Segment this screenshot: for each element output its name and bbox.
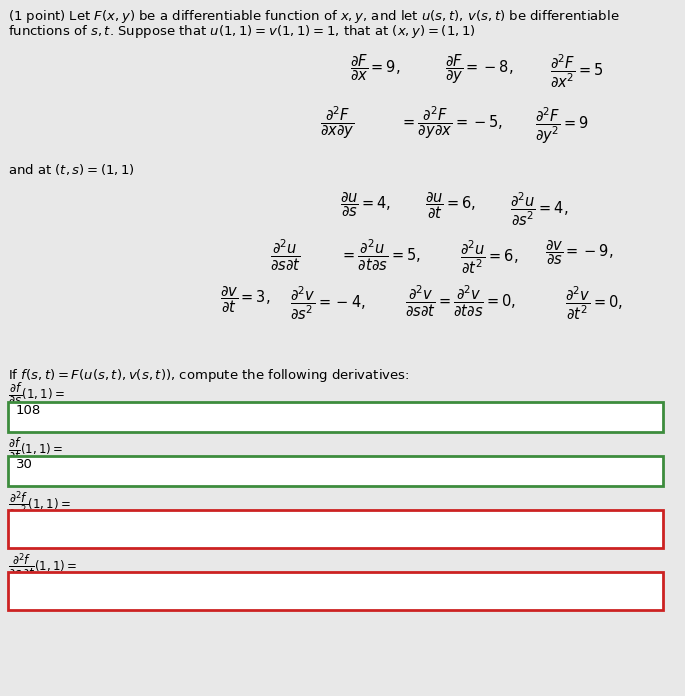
FancyBboxPatch shape — [8, 510, 663, 548]
Text: and at $(t, s) = (1, 1)$: and at $(t, s) = (1, 1)$ — [8, 162, 135, 177]
Text: $= \dfrac{\partial^2 u}{\partial t\partial s} = 5,$: $= \dfrac{\partial^2 u}{\partial t\parti… — [340, 238, 421, 274]
Text: $\dfrac{\partial^2 F}{\partial y^2} = 9$: $\dfrac{\partial^2 F}{\partial y^2} = 9$ — [535, 105, 589, 146]
Text: $\dfrac{\partial f}{\partial t}(1,1) =$: $\dfrac{\partial f}{\partial t}(1,1) =$ — [8, 436, 63, 463]
Text: $\dfrac{\partial^2 u}{\partial s\partial t}$: $\dfrac{\partial^2 u}{\partial s\partial… — [270, 238, 301, 274]
Text: $\dfrac{\partial^2 f}{\partial s\,\partial t}(1,1) =$: $\dfrac{\partial^2 f}{\partial s\,\parti… — [8, 552, 77, 581]
Text: $\dfrac{\partial^2 F}{\partial x^2} = 5$: $\dfrac{\partial^2 F}{\partial x^2} = 5$ — [550, 52, 603, 90]
Text: functions of $s, t$. Suppose that $u(1, 1) = v(1, 1) = 1$, that at $(x, y) = (1,: functions of $s, t$. Suppose that $u(1, … — [8, 23, 476, 40]
Text: $\dfrac{\partial^2 v}{\partial t^2} = 0,$: $\dfrac{\partial^2 v}{\partial t^2} = 0,… — [565, 284, 623, 322]
Text: $\dfrac{\partial u}{\partial t} = 6,$: $\dfrac{\partial u}{\partial t} = 6,$ — [425, 190, 476, 221]
Text: $\dfrac{\partial^2 u}{\partial s^2} = 4,$: $\dfrac{\partial^2 u}{\partial s^2} = 4,… — [510, 190, 569, 228]
FancyBboxPatch shape — [8, 572, 663, 610]
FancyBboxPatch shape — [8, 456, 663, 486]
Text: $\dfrac{\partial u}{\partial s} = 4,$: $\dfrac{\partial u}{\partial s} = 4,$ — [340, 190, 391, 219]
Text: $\dfrac{\partial F}{\partial y} = -8,$: $\dfrac{\partial F}{\partial y} = -8,$ — [445, 52, 514, 86]
Text: (1 point) Let $F(x, y)$ be a differentiable function of $x, y$, and let $u(s, t): (1 point) Let $F(x, y)$ be a differentia… — [8, 8, 619, 25]
FancyBboxPatch shape — [8, 402, 663, 432]
Text: $\dfrac{\partial^2 f}{\partial s^2}(1,1) =$: $\dfrac{\partial^2 f}{\partial s^2}(1,1)… — [8, 490, 71, 521]
Text: 108: 108 — [16, 404, 41, 417]
Text: $\dfrac{\partial^2 v}{\partial s\partial t} = \dfrac{\partial^2 v}{\partial t\pa: $\dfrac{\partial^2 v}{\partial s\partial… — [405, 284, 516, 319]
Text: $\dfrac{\partial F}{\partial x} = 9,$: $\dfrac{\partial F}{\partial x} = 9,$ — [350, 52, 401, 83]
Text: $= \dfrac{\partial^2 F}{\partial y\partial x} = -5,$: $= \dfrac{\partial^2 F}{\partial y\parti… — [400, 105, 503, 141]
Text: 30: 30 — [16, 458, 33, 471]
Text: $\dfrac{\partial v}{\partial t} = 3,$: $\dfrac{\partial v}{\partial t} = 3,$ — [220, 284, 271, 315]
Text: $\dfrac{\partial^2 v}{\partial s^2} = -4,$: $\dfrac{\partial^2 v}{\partial s^2} = -4… — [290, 284, 366, 322]
Text: $\dfrac{\partial v}{\partial s} = -9,$: $\dfrac{\partial v}{\partial s} = -9,$ — [545, 238, 614, 267]
Text: $\dfrac{\partial^2 F}{\partial x\partial y}$: $\dfrac{\partial^2 F}{\partial x\partial… — [320, 105, 355, 141]
Text: If $f(s, t) = F(u(s,t), v(s,t))$, compute the following derivatives:: If $f(s, t) = F(u(s,t), v(s,t))$, comput… — [8, 367, 410, 384]
Text: $\dfrac{\partial^2 u}{\partial t^2} = 6,$: $\dfrac{\partial^2 u}{\partial t^2} = 6,… — [460, 238, 519, 276]
Text: $\dfrac{\partial f}{\partial s}(1,1) =$: $\dfrac{\partial f}{\partial s}(1,1) =$ — [8, 381, 64, 406]
